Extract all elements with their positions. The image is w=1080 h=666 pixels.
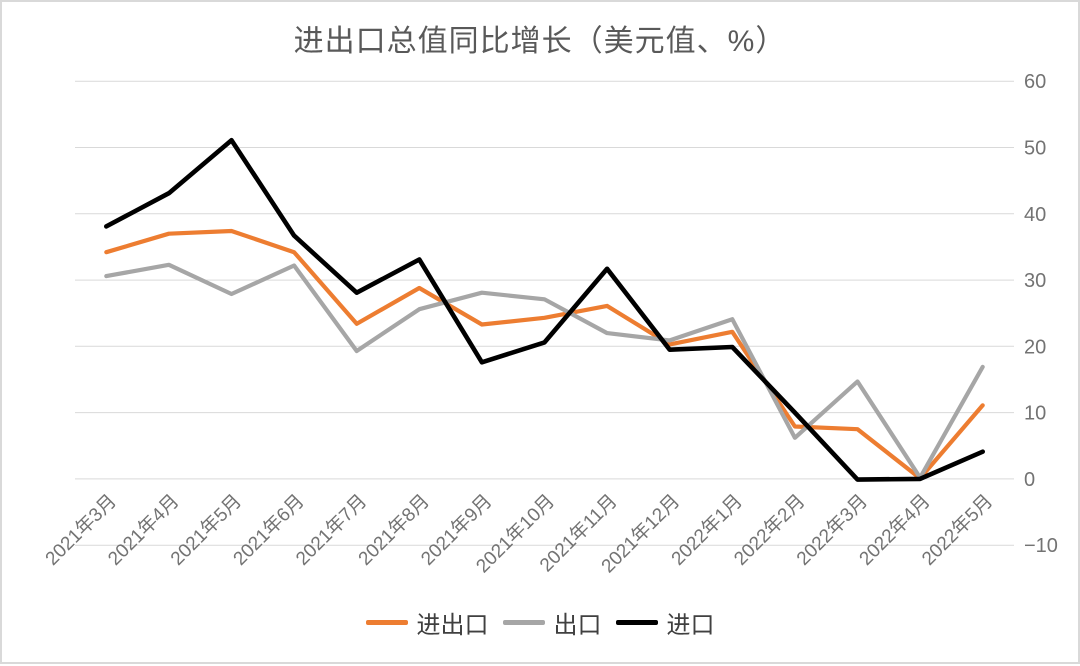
- y-axis-tick-label: 40: [1024, 204, 1046, 226]
- chart-legend: 进出口 出口 进口: [2, 605, 1078, 640]
- series-line-1: [104, 262, 985, 480]
- legend-swatch-icon: [615, 620, 658, 625]
- y-axis-tick-label: 20: [1024, 336, 1046, 358]
- y-axis-tick-label: 30: [1024, 270, 1046, 292]
- legend-label: 出口: [553, 612, 602, 639]
- y-axis-tick-label: 10: [1024, 403, 1046, 425]
- series-line-0: [104, 228, 985, 481]
- legend-swatch-icon: [365, 620, 408, 625]
- y-axis-tick-label: 50: [1024, 138, 1046, 160]
- chart-title: 进出口总值同比增长（美元值、%）: [293, 25, 787, 58]
- legend-item-2: 进口: [615, 605, 715, 640]
- y-axis-tick-label: −10: [1024, 535, 1058, 557]
- series-line-2: [104, 137, 986, 482]
- legend-label: 进出口: [416, 612, 489, 639]
- legend-item-0: 进出口: [365, 605, 489, 640]
- legend-label: 进口: [666, 612, 715, 639]
- y-axis-tick-label: 0: [1024, 469, 1035, 491]
- y-axis-tick-label: 60: [1024, 71, 1046, 93]
- legend-item-1: 出口: [502, 605, 602, 640]
- legend-swatch-icon: [502, 620, 545, 625]
